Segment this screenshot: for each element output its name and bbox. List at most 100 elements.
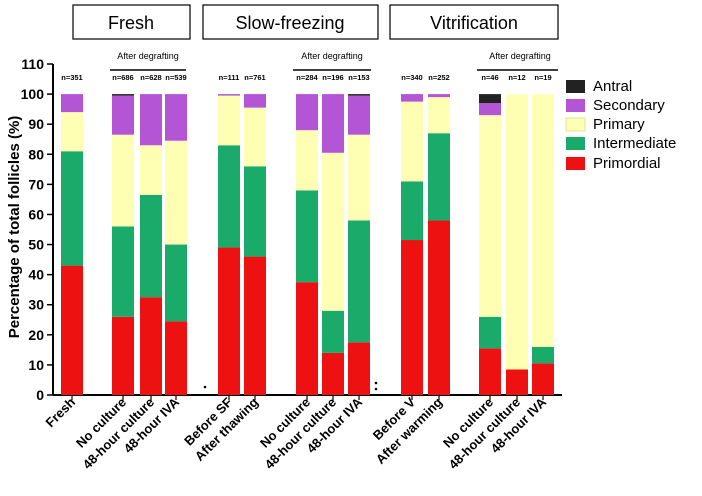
bar-segment-intermediate [112, 226, 134, 317]
bar-segment-primary [506, 94, 528, 370]
bar-segment-antral [479, 94, 501, 104]
legend-swatch-primary [565, 117, 586, 132]
bar-segment-intermediate [296, 190, 318, 283]
bar-segment-secondary [218, 94, 240, 96]
bar-segment-primordial [348, 342, 370, 395]
bar-segment-intermediate [244, 166, 266, 257]
bar-segment-intermediate [401, 181, 423, 241]
bar-segment-primary [112, 134, 134, 227]
after-degrafting-label: After degrafting [301, 51, 363, 61]
separator-dot [203, 385, 207, 389]
bar-segment-primordial [401, 240, 423, 395]
separator-dot [374, 381, 378, 385]
bar-segment-intermediate [479, 316, 501, 349]
group-title-slow-freezing: Slow-freezing [202, 4, 379, 40]
y-tick-label: 100 [21, 86, 45, 102]
bar-segment-intermediate [165, 244, 187, 322]
bars [61, 94, 554, 395]
n-label: n=252 [428, 73, 449, 82]
bar-segment-primordial [506, 369, 528, 395]
n-label: n=19 [534, 73, 551, 82]
bar-segment-secondary [428, 94, 450, 98]
n-label: n=196 [322, 73, 343, 82]
bar-segment-primary [218, 95, 240, 146]
separator-dot [374, 387, 378, 391]
n-label: n=761 [244, 73, 265, 82]
y-tick-label: 30 [28, 297, 44, 313]
bar-segment-secondary [479, 103, 501, 116]
y-tick-label: 110 [21, 56, 44, 72]
group-title-slow-freezing-text: Slow-freezing [235, 13, 344, 33]
bar-segment-intermediate [61, 151, 83, 266]
x-tick-label: Fresh [42, 394, 78, 430]
n-label: n=153 [348, 73, 369, 82]
n-label: n=686 [112, 73, 133, 82]
y-ticks: 0 10 20 30 40 50 60 70 80 90 100 110 [21, 56, 53, 403]
bar-segment-primary [401, 101, 423, 182]
n-label: n=351 [61, 73, 82, 82]
bar-segment-primary [322, 152, 344, 311]
bar-segment-secondary [322, 94, 344, 153]
legend-label-primary: Primary [593, 116, 645, 133]
n-label: n=111 [219, 73, 240, 82]
bar-segment-secondary [296, 94, 318, 131]
legend: Antral Secondary Primary Intermediate Primor… [565, 78, 676, 172]
bar-segment-primary [348, 134, 370, 221]
n-label: n=12 [508, 73, 525, 82]
bar-segment-secondary [112, 95, 134, 135]
group-title-vitrification-text: Vitrification [430, 13, 518, 33]
n-labels: n=351 n=686 n=628 n=539 n=111 n=761 n=284 n=196… [61, 73, 551, 82]
y-tick-label: 70 [28, 176, 44, 192]
bar-segment-antral [348, 94, 370, 96]
n-label: n=284 [296, 73, 318, 82]
n-label: n=539 [165, 73, 186, 82]
group-title-fresh: Fresh [72, 4, 191, 40]
legend-label-antral: Antral [593, 78, 632, 95]
bar-segment-secondary [348, 95, 370, 135]
legend-swatch-antral [566, 80, 585, 93]
group-title-fresh-text: Fresh [108, 13, 154, 33]
bar-segment-antral [112, 94, 134, 96]
bar-segment-intermediate [322, 310, 344, 353]
y-tick-label: 80 [28, 146, 44, 162]
legend-swatch-primordial [566, 157, 585, 170]
n-label: n=628 [140, 73, 161, 82]
bar-segment-primordial [61, 265, 83, 395]
bar-segment-secondary [244, 94, 266, 108]
bar-segment-primary [61, 112, 83, 152]
legend-swatch-secondary [566, 99, 585, 112]
bar-segment-intermediate [428, 133, 450, 221]
bar-segment-primary [140, 145, 162, 195]
bar-segment-secondary [140, 94, 162, 146]
bar-segment-primordial [165, 321, 187, 395]
after-degrafting-label: After degrafting [117, 51, 179, 61]
bar-segment-primary [428, 97, 450, 134]
bar-segment-primordial [322, 352, 344, 395]
bar-segment-primary [165, 140, 187, 245]
y-tick-label: 0 [36, 387, 44, 403]
bar-segment-primary [479, 115, 501, 317]
bar-segment-primordial [140, 297, 162, 395]
bar-segment-primordial [479, 348, 501, 395]
bar-segment-primordial [428, 220, 450, 395]
bar-segment-primordial [244, 256, 266, 395]
bar-segment-secondary [61, 94, 83, 113]
legend-swatch-intermediate [566, 137, 585, 150]
y-tick-label: 40 [28, 267, 44, 283]
n-label: n=46 [481, 73, 498, 82]
bar-segment-intermediate [348, 220, 370, 343]
legend-label-primordial: Primordial [593, 155, 661, 172]
legend-label-intermediate: Intermediate [593, 135, 676, 152]
bar-segment-primordial [218, 247, 240, 395]
n-label: n=340 [401, 73, 422, 82]
bar-segment-secondary [401, 94, 423, 102]
bar-segment-primordial [532, 363, 554, 395]
bar-segment-primary [296, 130, 318, 191]
bar-segment-primary [532, 94, 554, 347]
bar-segment-primordial [296, 282, 318, 395]
bar-segment-intermediate [532, 346, 554, 364]
y-tick-label: 60 [28, 206, 44, 222]
y-tick-label: 90 [28, 116, 44, 132]
bar-segment-intermediate [140, 194, 162, 298]
